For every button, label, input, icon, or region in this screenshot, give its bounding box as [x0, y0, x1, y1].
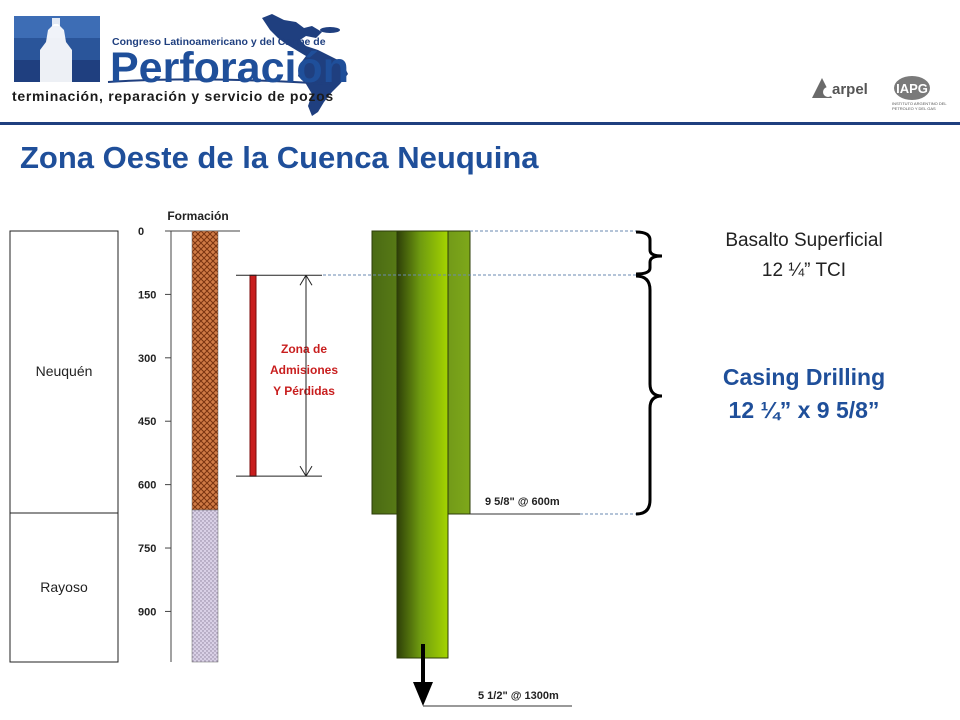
page-title: Zona Oeste de la Cuenca Neuquina — [20, 140, 539, 175]
loss-zone-bar — [249, 274, 257, 477]
loss-zone: Zona de Admisiones Y Pérdidas — [236, 274, 338, 477]
formation-column-neuqun — [191, 230, 219, 511]
depth-tick-label: 450 — [138, 416, 156, 428]
formation-column-rayoso — [191, 509, 219, 663]
basalt-section-brace — [635, 230, 663, 276]
loss-zone-arrow-down-right — [305, 465, 313, 477]
logo-subtitle: terminación, reparación y servicio de po… — [12, 88, 334, 104]
loss-zone-arrow-up-left — [299, 275, 307, 286]
header-rule — [0, 122, 960, 125]
latin-america-map-icon — [262, 14, 348, 116]
formation-name-rayoso: Rayoso — [40, 579, 88, 595]
depth-tick-label: 300 — [138, 353, 156, 365]
depth-tick-label: 750 — [138, 543, 156, 555]
production-casing-5-1-2 — [396, 230, 449, 659]
formation-table: Neuquén Rayoso — [9, 230, 119, 663]
depth-tick-label: 900 — [138, 606, 156, 618]
formation-column — [191, 230, 219, 663]
arpel-logo-text: arpel — [832, 81, 868, 98]
header-graphics: IAPG — [14, 14, 930, 116]
depth-axis: 0 150 300 450 600 750 900 — [138, 226, 240, 662]
basalt-section-label-line1: Basalto Superficial — [725, 230, 882, 251]
iapg-logo-text: IAPG — [896, 81, 928, 96]
loss-zone-arrow-down-left — [299, 465, 307, 477]
arpel-logo-icon — [812, 78, 833, 98]
loss-zone-label-line3: Y Pérdidas — [273, 384, 335, 398]
depth-tick-label: 0 — [138, 226, 144, 238]
logo-line1: Congreso Latinoamericano y del Caribe de — [112, 36, 326, 48]
loss-zone-arrow-up-right — [305, 275, 313, 286]
depth-tick-label: 600 — [138, 480, 156, 492]
production-casing-label: 5 1/2" @ 1300m — [478, 690, 559, 702]
depth-tick-label: 150 — [138, 289, 156, 301]
congress-logo-icon — [14, 16, 100, 82]
iapg-logo-icon: IAPG — [894, 76, 930, 100]
arrow-down-icon — [413, 682, 433, 706]
loss-zone-label-line2: Admisiones — [270, 363, 338, 377]
casing-drilling-label-line1: Casing Drilling — [723, 364, 885, 390]
casing-drilling-label-line2: 12 ¼” x 9 5/8” — [729, 397, 880, 423]
iapg-logo-subtext: INSTITUTO ARGENTINO DEL PETROLEO Y DEL G… — [892, 101, 947, 111]
dashed-reference-lines — [323, 230, 636, 515]
header: IAPG Congreso Latinoamericano y del Cari… — [0, 0, 960, 120]
section-braces — [635, 230, 663, 516]
loss-zone-label-line1: Zona de — [281, 342, 327, 356]
formation-name-neuquen: Neuquén — [36, 363, 93, 379]
casing-schematic: 9 5/8" @ 600m 5 1/2" @ 1300m — [371, 230, 580, 707]
intermediate-casing-label: 9 5/8" @ 600m — [485, 496, 560, 508]
formation-column-header: Formación — [167, 209, 228, 223]
logo-line2: Perforación — [110, 44, 349, 92]
casing-drilling-section-brace — [635, 274, 663, 516]
logo-underline — [107, 78, 331, 85]
basalt-section-label-line2: 12 ¼” TCI — [762, 260, 846, 281]
